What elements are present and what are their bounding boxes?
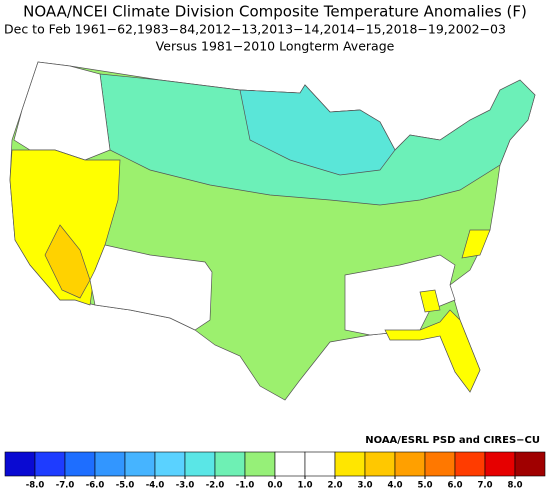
colorbar-tick-label: -8.0 — [26, 481, 45, 491]
colorbar-tick-label: -5.0 — [116, 481, 135, 491]
title: NOAA/NCEI Climate Division Composite Tem… — [23, 3, 527, 21]
us-map — [9, 61, 536, 401]
colorbar-box — [514, 451, 546, 477]
colorbar-tick-label: -7.0 — [56, 481, 75, 491]
colorbar-tick-label: 5.0 — [417, 481, 432, 491]
colorbar-tick-label: 4.0 — [387, 481, 402, 491]
colorbar-tick-label: 2.0 — [327, 481, 342, 491]
colorbar-tick-label: -4.0 — [146, 481, 165, 491]
colorbar-box — [484, 451, 516, 477]
florida — [384, 309, 481, 393]
colorbar-tick-label: 3.0 — [357, 481, 372, 491]
southwest-white — [89, 244, 213, 331]
colorbar-tick-label: 6.0 — [447, 481, 462, 491]
southern-california — [44, 224, 91, 299]
georgia-patch — [419, 289, 441, 313]
colorbar-box — [334, 451, 366, 477]
colorbar-tick-label: -6.0 — [86, 481, 105, 491]
subtitle: Dec to Feb 1961−62,1983−84,2012−13,2013−… — [4, 22, 506, 37]
colorbar-box — [34, 451, 66, 477]
great-lakes-region — [239, 84, 396, 176]
colorbar-box — [124, 451, 156, 477]
colorbar-box — [94, 451, 126, 477]
colorbar-box — [154, 451, 186, 477]
credit: NOAA/ESRL PSD and CIRES−CU — [365, 435, 540, 446]
colorbar-box — [244, 451, 276, 477]
colorbar-box — [394, 451, 426, 477]
colorbar-box — [184, 451, 216, 477]
colorbar-tick-label: -3.0 — [176, 481, 195, 491]
colorbar-tick-label: 8.0 — [507, 481, 522, 491]
colorbar-box — [424, 451, 456, 477]
northwest-white — [13, 61, 111, 161]
colorbar-tick-label: -1.0 — [236, 481, 255, 491]
southeast-white — [344, 254, 456, 336]
colorbar: -8.0 -7.0 -6.0 -5.0 -4.0 -3.0 -2.0 -1.0 0.0 1.0 2.… — [4, 451, 546, 491]
colorbar-box — [304, 451, 336, 477]
colorbar-box — [454, 451, 486, 477]
colorbar-box — [64, 451, 96, 477]
colorbar-tick-label: 1.0 — [297, 481, 312, 491]
colorbar-box — [274, 451, 306, 477]
colorbar-box — [214, 451, 246, 477]
colorbar-tick-label: -2.0 — [206, 481, 225, 491]
comparison: Versus 1981−2010 Longterm Average — [156, 39, 395, 54]
east-coast-patch — [461, 229, 491, 259]
colorbar-box — [4, 451, 36, 477]
colorbar-tick-label: 0.0 — [267, 481, 282, 491]
colorbar-box — [364, 451, 396, 477]
colorbar-tick-label: 7.0 — [477, 481, 492, 491]
